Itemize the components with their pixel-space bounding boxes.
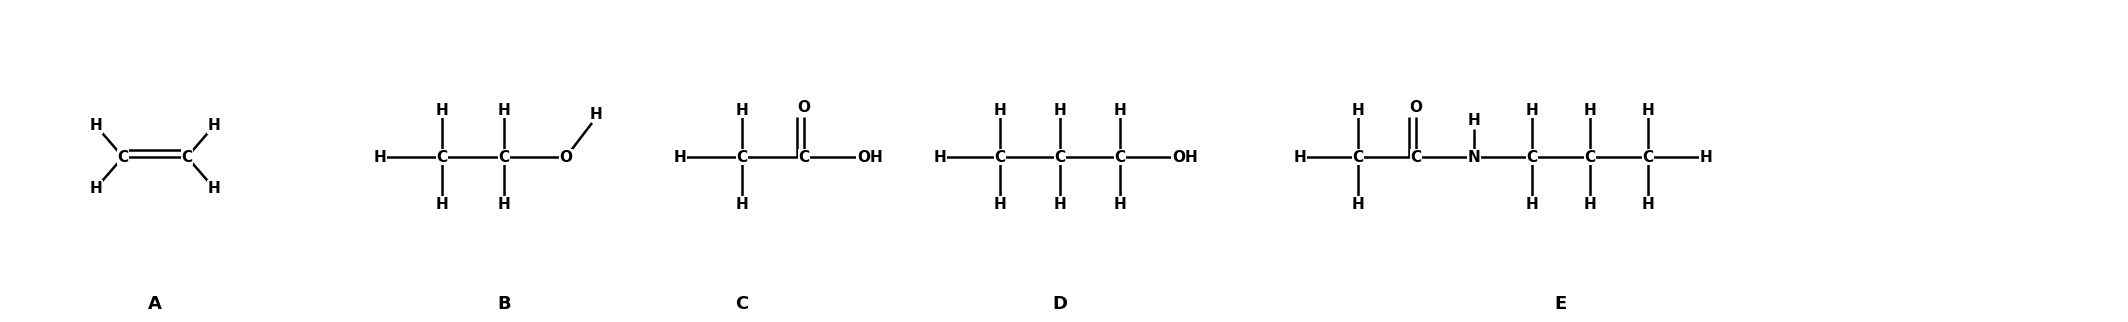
Text: C: C bbox=[736, 149, 747, 165]
Text: C: C bbox=[436, 149, 447, 165]
Text: H: H bbox=[436, 196, 449, 212]
Text: C: C bbox=[736, 295, 749, 313]
Text: H: H bbox=[736, 196, 749, 212]
Text: H: H bbox=[1700, 149, 1713, 165]
Text: H: H bbox=[1351, 196, 1364, 212]
Text: H: H bbox=[994, 102, 1007, 118]
Text: C: C bbox=[181, 149, 192, 165]
Text: C: C bbox=[1526, 149, 1539, 165]
Text: H: H bbox=[1526, 196, 1539, 212]
Text: C: C bbox=[1055, 149, 1066, 165]
Text: H: H bbox=[1351, 102, 1364, 118]
Text: H: H bbox=[498, 196, 511, 212]
Text: N: N bbox=[1468, 149, 1481, 165]
Text: C: C bbox=[798, 149, 809, 165]
Text: H: H bbox=[375, 149, 387, 165]
Text: C: C bbox=[1115, 149, 1126, 165]
Text: H: H bbox=[1113, 102, 1126, 118]
Text: D: D bbox=[1053, 295, 1068, 313]
Text: H: H bbox=[436, 102, 449, 118]
Text: C: C bbox=[117, 149, 128, 165]
Text: H: H bbox=[994, 196, 1007, 212]
Text: O: O bbox=[560, 149, 572, 165]
Text: C: C bbox=[1585, 149, 1596, 165]
Text: C: C bbox=[994, 149, 1007, 165]
Text: O: O bbox=[798, 99, 811, 115]
Text: H: H bbox=[1468, 112, 1481, 128]
Text: B: B bbox=[498, 295, 511, 313]
Text: H: H bbox=[209, 181, 221, 196]
Text: H: H bbox=[675, 149, 687, 165]
Text: H: H bbox=[498, 102, 511, 118]
Text: H: H bbox=[1053, 102, 1066, 118]
Text: C: C bbox=[498, 149, 509, 165]
Text: H: H bbox=[1641, 102, 1653, 118]
Text: H: H bbox=[1526, 102, 1539, 118]
Text: C: C bbox=[1643, 149, 1653, 165]
Text: H: H bbox=[1113, 196, 1126, 212]
Text: H: H bbox=[1583, 102, 1596, 118]
Text: E: E bbox=[1553, 295, 1566, 313]
Text: C: C bbox=[1411, 149, 1422, 165]
Text: OH: OH bbox=[1173, 149, 1198, 165]
Text: H: H bbox=[589, 107, 602, 121]
Text: O: O bbox=[1409, 99, 1422, 115]
Text: H: H bbox=[1053, 196, 1066, 212]
Text: H: H bbox=[1294, 149, 1307, 165]
Text: H: H bbox=[1583, 196, 1596, 212]
Text: H: H bbox=[1641, 196, 1653, 212]
Text: H: H bbox=[934, 149, 947, 165]
Text: H: H bbox=[89, 181, 102, 196]
Text: H: H bbox=[89, 118, 102, 133]
Text: OH: OH bbox=[858, 149, 883, 165]
Text: H: H bbox=[209, 118, 221, 133]
Text: C: C bbox=[1353, 149, 1364, 165]
Text: H: H bbox=[736, 102, 749, 118]
Text: A: A bbox=[149, 295, 162, 313]
